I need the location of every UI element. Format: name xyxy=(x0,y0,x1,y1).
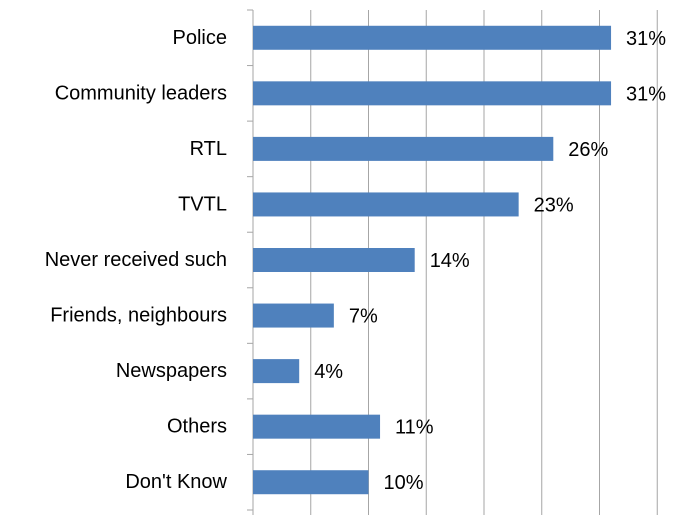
bar-2 xyxy=(253,137,553,161)
bar-6 xyxy=(253,359,299,383)
bar-1 xyxy=(253,81,611,105)
data-label: 7% xyxy=(349,306,378,328)
data-label: 31% xyxy=(626,83,666,105)
category-axis xyxy=(247,10,253,515)
data-label: 26% xyxy=(568,139,608,161)
bar-4 xyxy=(253,248,415,272)
category-label: Police xyxy=(173,27,227,49)
data-label: 23% xyxy=(534,194,574,216)
bar-8 xyxy=(253,470,369,494)
data-label: 4% xyxy=(314,361,343,383)
category-labels: Police Community leaders RTL TVTL Never rece… xyxy=(45,27,228,493)
category-label: Don't Know xyxy=(125,471,227,493)
bar-5 xyxy=(253,304,334,328)
bar-7 xyxy=(253,415,380,439)
bar-3 xyxy=(253,192,519,216)
category-label: Friends, neighbours xyxy=(50,305,227,327)
bar-0 xyxy=(253,26,611,50)
data-label: 10% xyxy=(384,472,424,494)
data-label: 11% xyxy=(395,417,434,439)
category-label: RTL xyxy=(190,138,227,160)
category-label: TVTL xyxy=(178,193,227,215)
category-label: Newspapers xyxy=(116,360,227,382)
category-label: Others xyxy=(167,416,227,438)
category-label: Never received such xyxy=(45,249,227,271)
data-label: 31% xyxy=(626,28,666,50)
category-label: Community leaders xyxy=(55,82,227,104)
data-label: 14% xyxy=(430,250,470,272)
